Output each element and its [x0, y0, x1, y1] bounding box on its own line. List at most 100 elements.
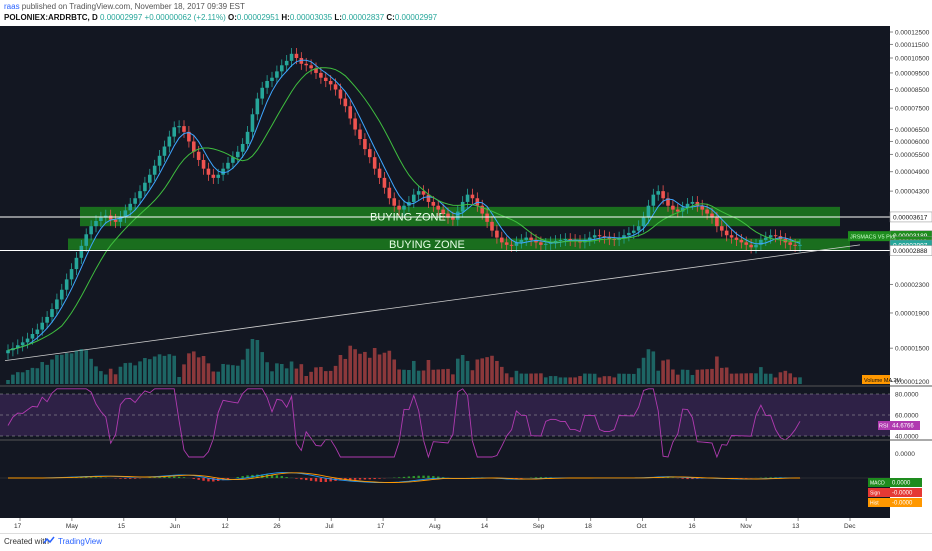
candle	[55, 299, 59, 309]
volume-bar	[427, 360, 431, 384]
macd-hist-bar	[378, 478, 380, 479]
candle	[720, 226, 724, 230]
volume-bar	[764, 374, 768, 384]
candle	[153, 166, 157, 175]
volume-bar	[114, 374, 118, 384]
candle	[334, 84, 338, 89]
tradingview-brand[interactable]: TradingView	[58, 537, 102, 546]
volume-bar	[197, 357, 201, 384]
price-tick-label: 0.00001500	[895, 346, 930, 353]
macd-hist-bar	[320, 478, 322, 482]
candle	[265, 81, 269, 88]
time-tick-label: Oct	[637, 523, 647, 530]
volume-bar	[55, 355, 59, 384]
volume-bar	[754, 373, 758, 384]
macd-hist-bar	[95, 477, 97, 478]
volume-bar	[422, 370, 426, 384]
macd-hist-bar	[437, 477, 439, 478]
candle	[740, 240, 744, 242]
price-tick-label: 0.00001900	[895, 310, 930, 317]
volume-bar	[471, 370, 475, 384]
candle	[177, 126, 181, 127]
volume-bar	[671, 369, 675, 384]
candle	[168, 137, 172, 147]
volume-bar	[304, 376, 308, 384]
volume-bar	[60, 355, 64, 384]
volume-bar	[89, 359, 93, 384]
macd-hist-bar	[173, 477, 175, 478]
volume-bar	[539, 373, 543, 384]
tradingview-logo-icon	[43, 536, 55, 546]
candle	[65, 279, 69, 289]
macd-hist-bar	[310, 478, 312, 481]
candle	[84, 234, 88, 246]
macd-hist-bar	[681, 478, 683, 479]
candle	[280, 65, 284, 71]
time-tick-label: 17	[14, 523, 22, 530]
time-tick-label: 14	[481, 523, 489, 530]
candle	[793, 245, 797, 246]
volume-bar	[661, 360, 665, 384]
volume-bar	[686, 370, 690, 384]
macd-hist-bar	[119, 478, 121, 479]
candle	[378, 169, 382, 178]
candle	[417, 191, 421, 195]
volume-bar	[461, 355, 465, 384]
high-value: 0.00003035	[290, 13, 332, 22]
volume-bar	[598, 377, 602, 384]
volume-bar	[510, 377, 514, 384]
volume-bar	[495, 361, 499, 384]
candle	[319, 73, 323, 78]
candle	[539, 242, 543, 244]
macd-hist-bar	[285, 477, 287, 478]
volume-bar	[31, 368, 35, 384]
volume-bar	[749, 373, 753, 384]
high-label: H:	[281, 13, 289, 22]
candle	[163, 147, 167, 156]
candle	[564, 239, 568, 240]
volume-bar	[480, 358, 484, 384]
candle	[26, 339, 30, 343]
change-value: +0.00000062 (+2.11%)	[145, 13, 226, 22]
volume-bar	[133, 365, 137, 384]
candle	[353, 118, 357, 129]
candle	[754, 245, 758, 248]
volume-bar	[319, 367, 323, 384]
volume-bar	[637, 368, 641, 384]
volume-bar	[256, 340, 260, 384]
volume-bar	[124, 363, 128, 384]
macd-hist-bar	[100, 477, 102, 478]
volume-bar	[441, 369, 445, 384]
volume-bar	[710, 369, 714, 384]
macd-hist-bar	[193, 478, 195, 479]
rsi-level-label: 80.0000	[895, 392, 919, 399]
volume-bar	[99, 371, 103, 384]
candle	[368, 149, 372, 157]
chart-background	[0, 26, 932, 533]
volume-bar	[26, 370, 30, 384]
volume-bar	[788, 373, 792, 384]
candle	[598, 235, 602, 236]
volume-bar	[353, 349, 357, 384]
author-link[interactable]: raas	[4, 2, 20, 11]
candle	[99, 218, 103, 221]
macd-hist-bar	[417, 476, 419, 478]
candle	[632, 231, 636, 233]
volume-bar	[632, 374, 636, 384]
volume-bar	[295, 369, 299, 384]
candle	[642, 218, 646, 227]
candle	[197, 152, 201, 160]
candle	[260, 88, 264, 99]
candle	[109, 216, 113, 220]
macd-hist-bar	[295, 478, 297, 479]
candle	[94, 221, 98, 226]
candle	[461, 202, 465, 212]
volume-bar	[583, 374, 587, 384]
volume-bar	[226, 365, 230, 384]
volume-bar	[740, 373, 744, 384]
volume-bar	[300, 364, 304, 384]
volume-bar	[436, 369, 440, 384]
price-badge-label: 0.00002888	[893, 248, 928, 255]
volume-bar	[647, 349, 651, 384]
